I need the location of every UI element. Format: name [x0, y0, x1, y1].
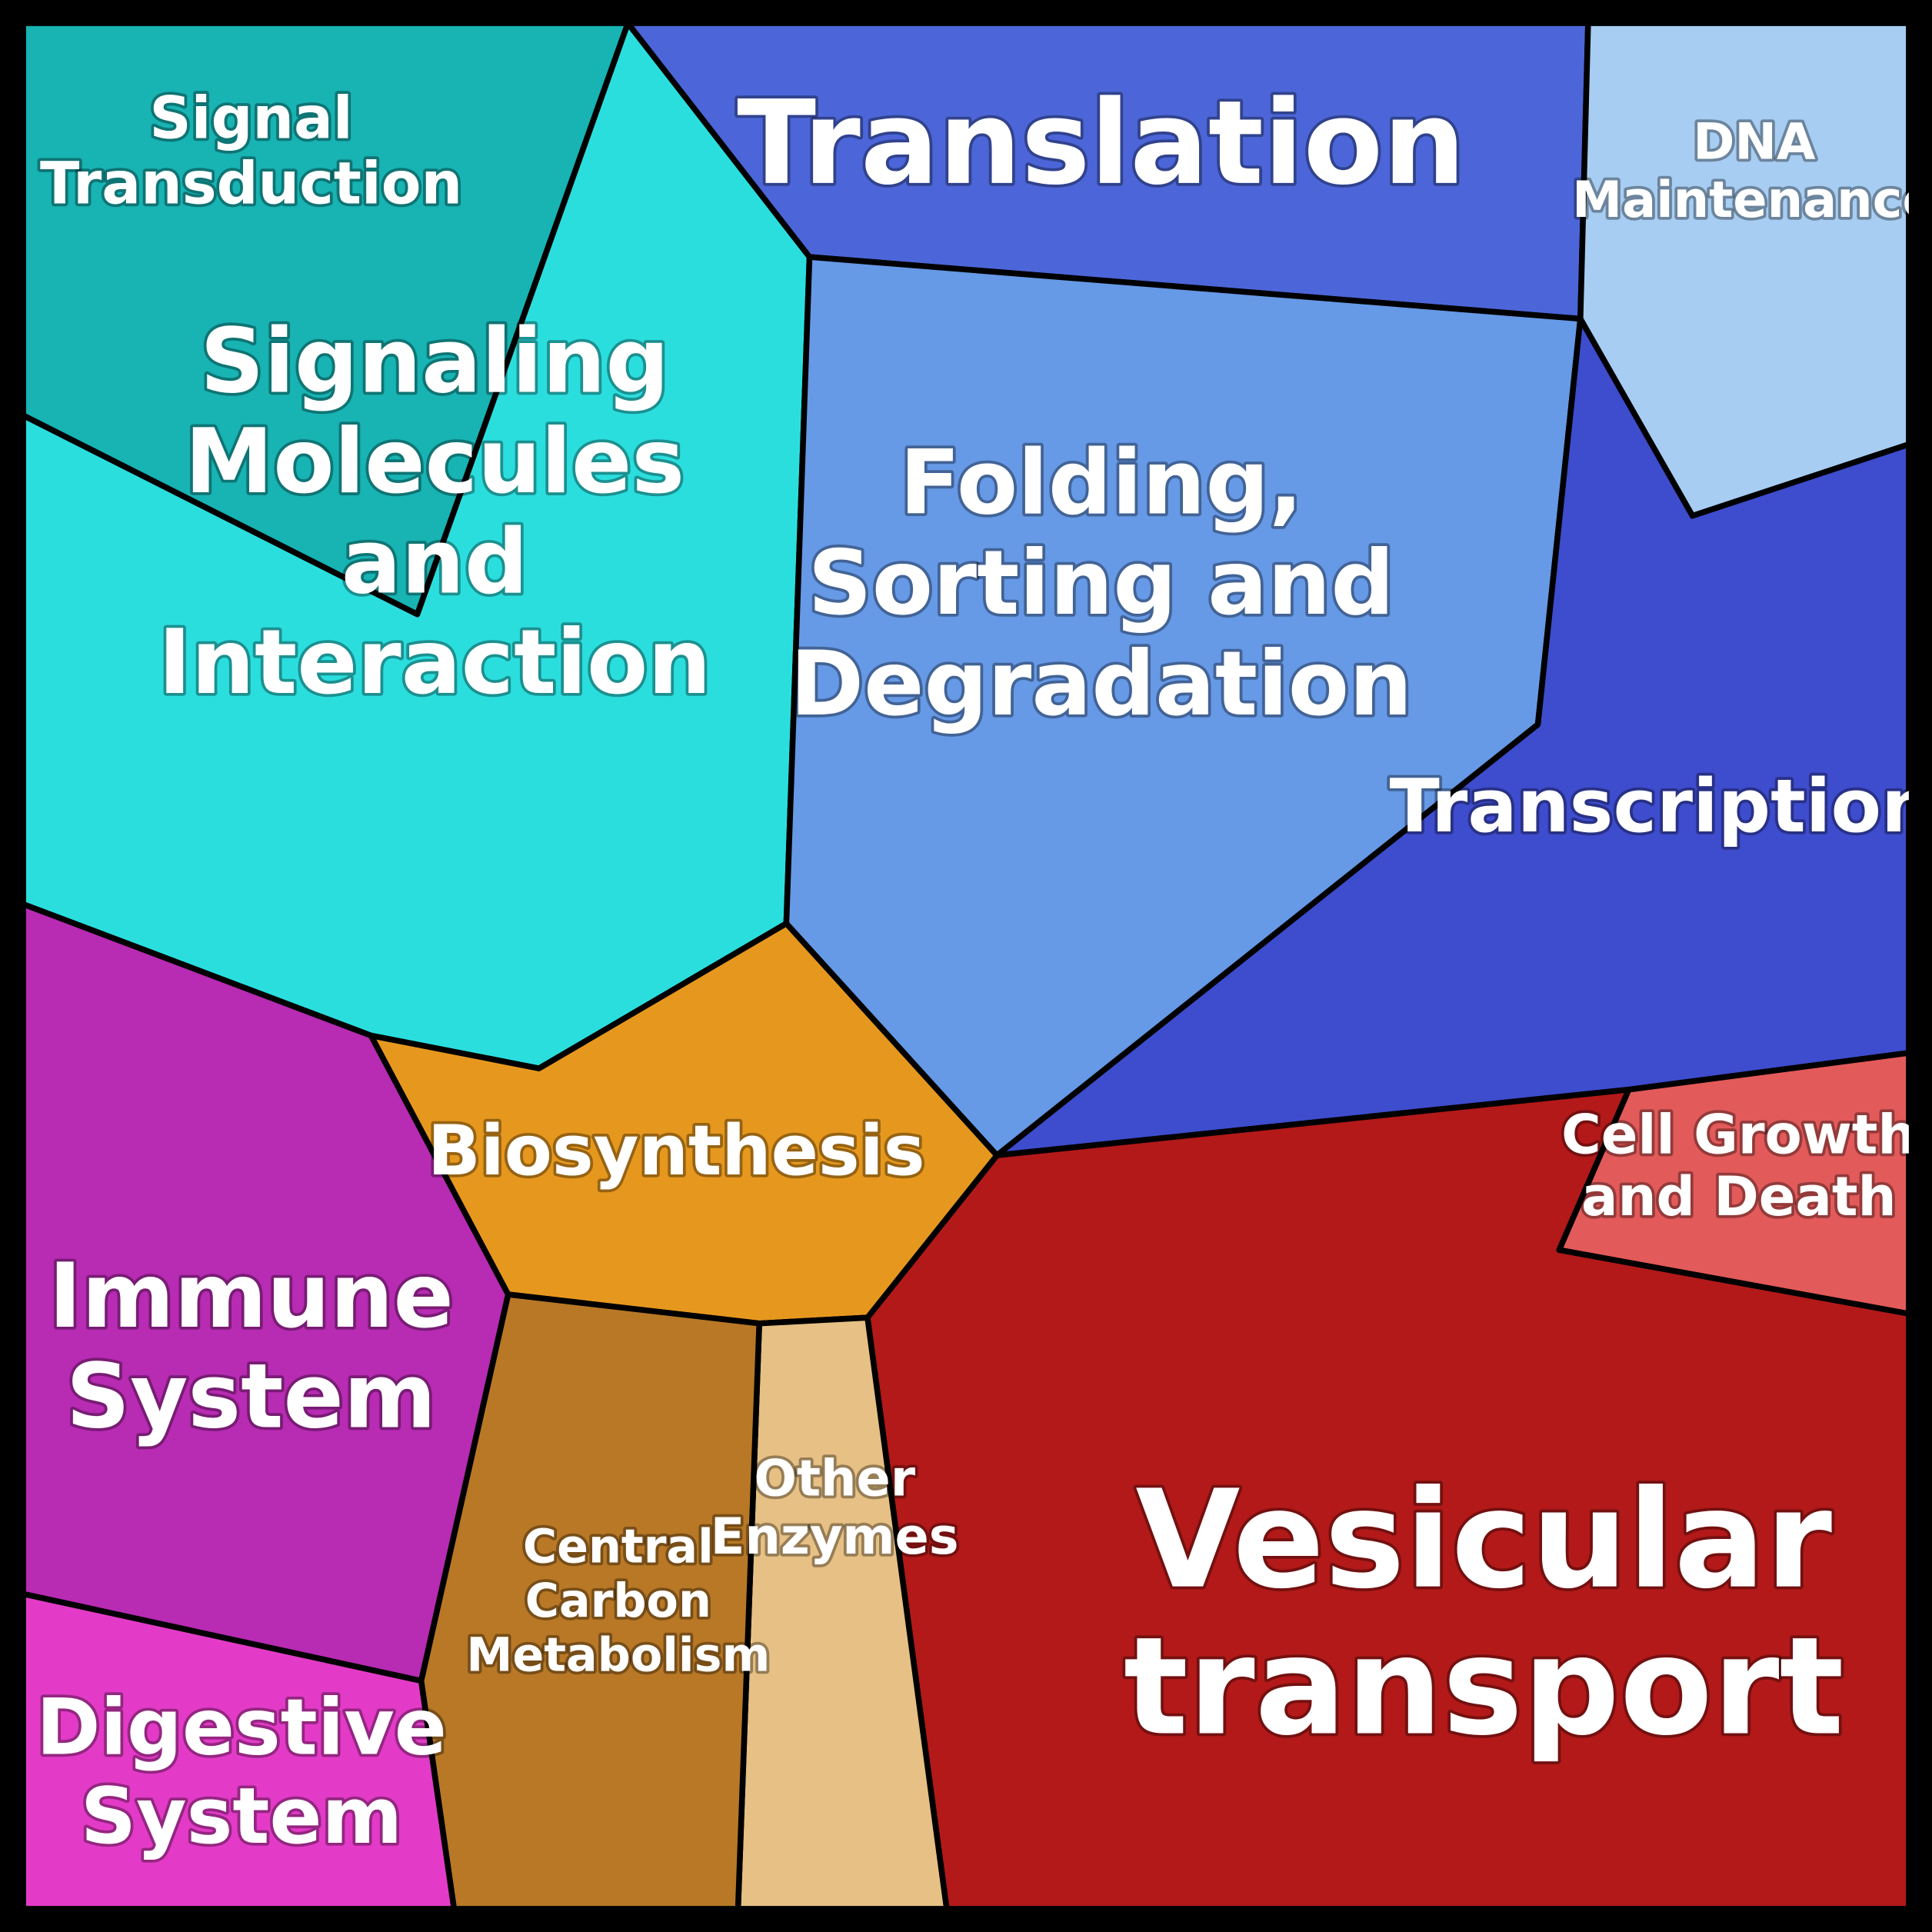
label-biosynthesis: Biosynthesis — [428, 1111, 925, 1191]
label-transcription: Transcription — [1390, 763, 1932, 849]
label-signaling-molecules-interaction: SignalingMoleculesandInteraction — [158, 310, 711, 715]
label-digestive-system: DigestiveSystem — [36, 1683, 447, 1862]
label-immune-system: ImmuneSystem — [48, 1245, 454, 1449]
label-cell-growth-death: Cell Growthand Death — [1561, 1103, 1916, 1227]
voronoi-treemap-diagram: SignalTransductionSignalingMoleculesandI… — [0, 0, 1932, 1932]
diagram-svg: SignalTransductionSignalingMoleculesandI… — [0, 0, 1932, 1932]
label-translation: Translation — [737, 75, 1465, 210]
label-vesicular-transport: Vesiculartransport — [1124, 1462, 1844, 1766]
